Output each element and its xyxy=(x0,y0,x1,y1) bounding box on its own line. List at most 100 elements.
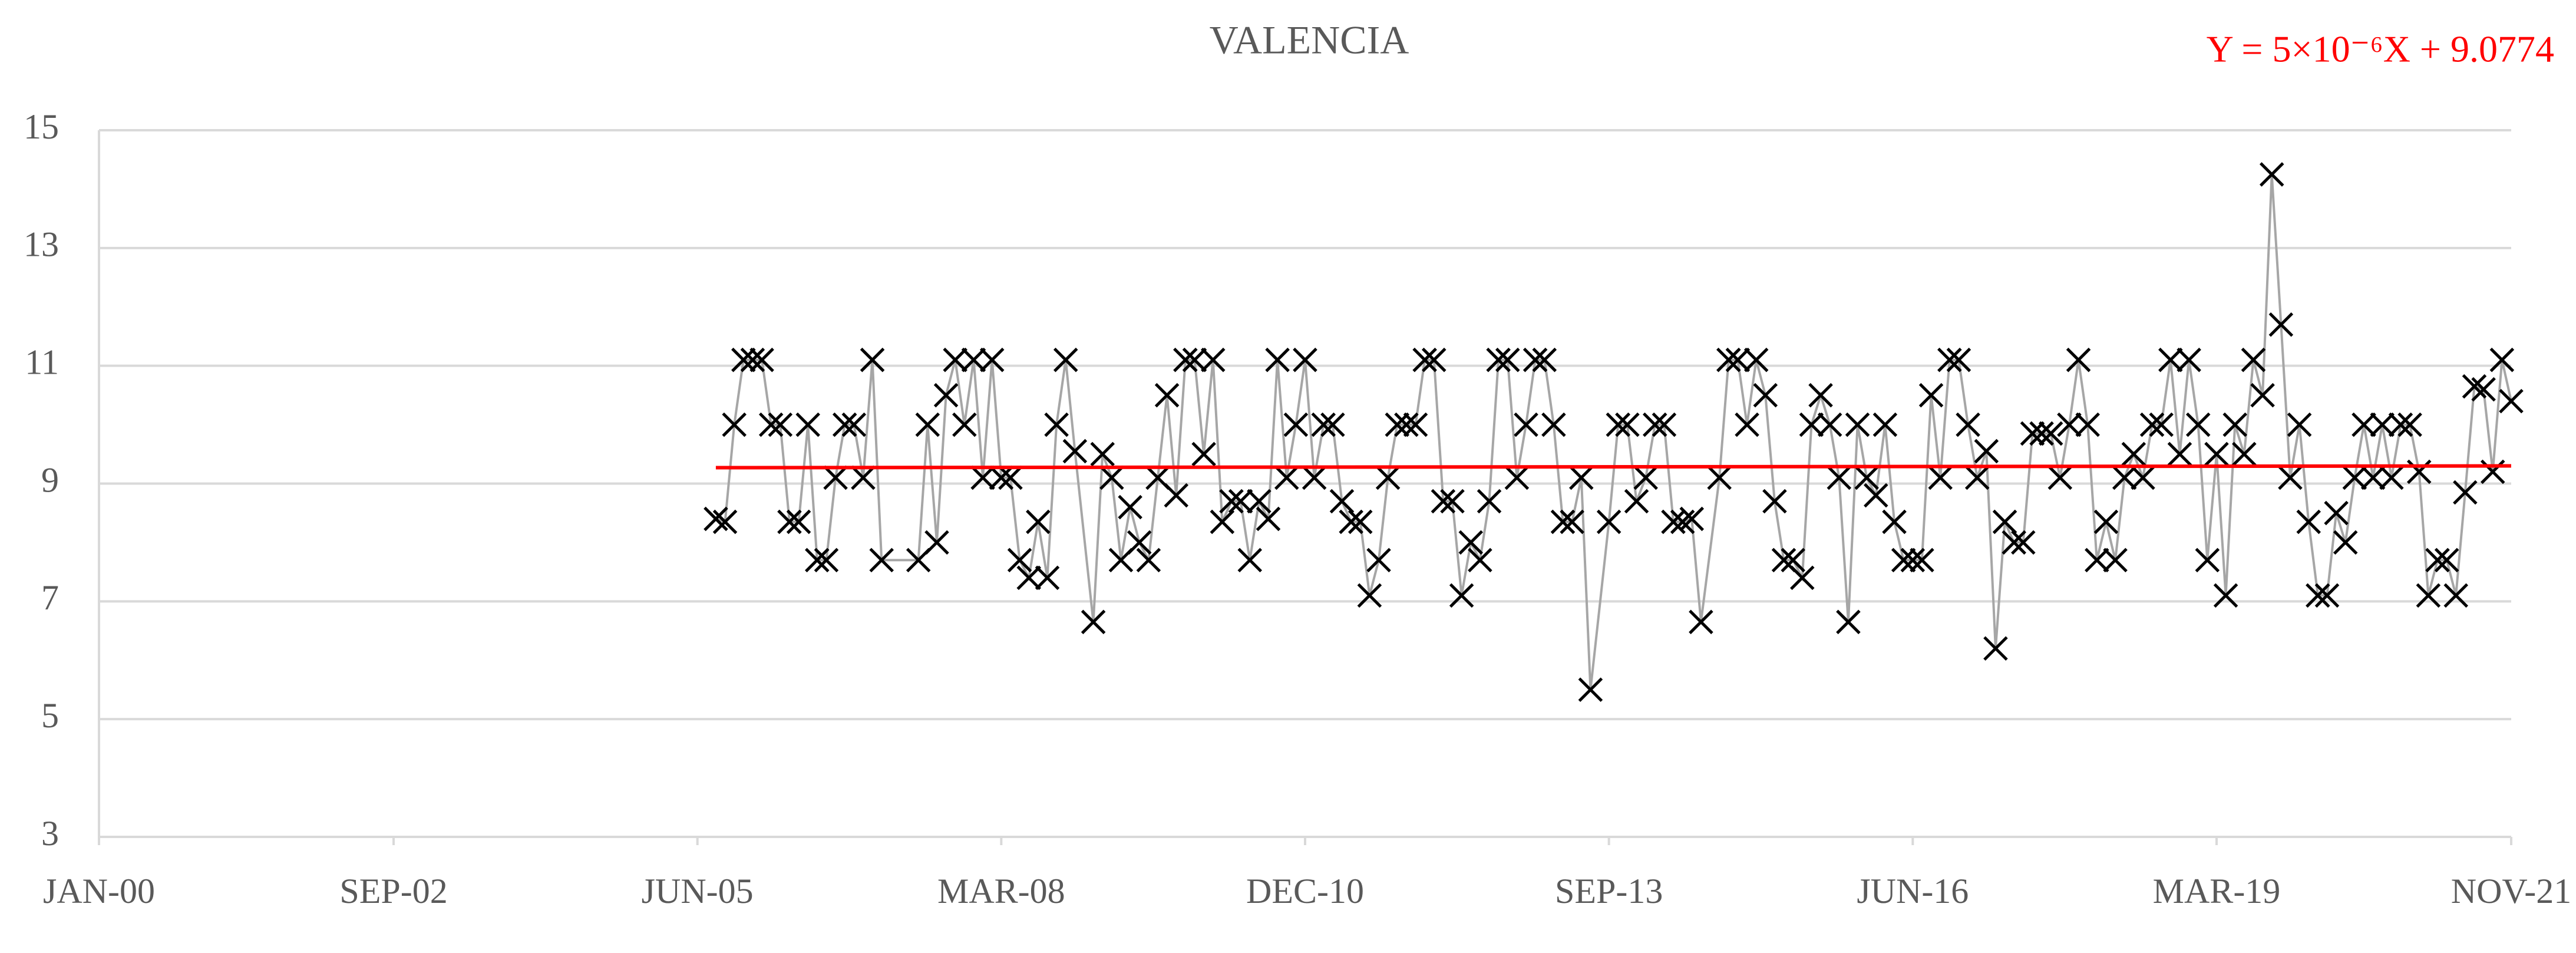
marker xyxy=(2177,347,2201,372)
marker xyxy=(2453,480,2478,505)
marker xyxy=(2471,377,2496,402)
marker xyxy=(2167,441,2192,467)
marker xyxy=(2306,583,2330,608)
marker xyxy=(1090,441,1115,467)
marker xyxy=(2038,421,2063,446)
x-tick-label: SEP-02 xyxy=(339,872,447,911)
marker xyxy=(1200,347,1226,372)
marker xyxy=(1624,489,1649,514)
marker xyxy=(943,347,967,372)
marker xyxy=(2232,441,2257,467)
marker xyxy=(1440,489,1465,514)
marker xyxy=(1928,465,1953,490)
y-tick-label: 9 xyxy=(41,460,59,499)
x-tick-label: NOV-21 xyxy=(2451,872,2571,911)
marker xyxy=(1164,483,1189,508)
marker xyxy=(1311,412,1336,437)
marker xyxy=(1900,548,1926,573)
marker xyxy=(2029,421,2054,446)
series-line xyxy=(715,174,2512,690)
marker xyxy=(1781,548,1805,573)
marker xyxy=(1983,636,2008,661)
marker xyxy=(1293,347,1317,372)
marker xyxy=(933,382,959,408)
marker xyxy=(2185,412,2211,437)
marker xyxy=(2416,583,2441,608)
marker xyxy=(704,506,728,532)
marker xyxy=(2241,347,2266,372)
marker xyxy=(1127,530,1152,555)
marker xyxy=(1864,483,1888,508)
marker xyxy=(979,347,1005,372)
marker xyxy=(1173,347,1198,372)
marker xyxy=(1026,509,1051,535)
chart-title: VALENCIA xyxy=(1210,18,1409,62)
marker xyxy=(2379,465,2404,490)
marker xyxy=(1937,347,1962,372)
marker xyxy=(1799,412,1824,437)
marker xyxy=(1468,548,1492,573)
marker xyxy=(712,509,738,535)
marker xyxy=(2075,412,2100,437)
marker xyxy=(823,465,848,490)
marker xyxy=(1882,509,1907,535)
marker xyxy=(1375,465,1401,490)
marker xyxy=(1081,609,1106,635)
marker xyxy=(961,347,986,372)
marker xyxy=(1956,412,1980,437)
marker xyxy=(1964,465,1990,490)
marker xyxy=(2397,412,2422,437)
marker xyxy=(2268,312,2294,337)
marker xyxy=(2066,347,2091,372)
marker xyxy=(915,412,940,437)
marker xyxy=(1182,347,1207,372)
marker xyxy=(1477,489,1502,514)
marker xyxy=(1523,347,1548,372)
marker xyxy=(2222,412,2247,437)
marker xyxy=(2425,548,2450,573)
marker xyxy=(2352,412,2376,437)
marker xyxy=(2057,412,2082,437)
marker xyxy=(2462,374,2487,399)
marker xyxy=(998,465,1023,490)
marker xyxy=(758,412,784,437)
marker xyxy=(952,412,977,437)
marker xyxy=(1421,347,1446,372)
marker xyxy=(2093,509,2119,535)
marker xyxy=(2333,530,2358,555)
marker xyxy=(2434,548,2459,573)
marker xyxy=(2204,441,2229,467)
marker xyxy=(1320,412,1345,437)
marker xyxy=(1274,465,1299,490)
marker xyxy=(2103,548,2128,573)
marker xyxy=(1403,412,1428,437)
marker xyxy=(2139,412,2165,437)
marker xyxy=(1836,609,1861,635)
marker xyxy=(2085,548,2109,573)
marker xyxy=(2149,412,2174,437)
marker xyxy=(1136,548,1161,573)
marker xyxy=(2278,465,2303,490)
x-tick-label: MAR-08 xyxy=(937,872,1065,911)
marker xyxy=(1946,347,1971,372)
marker xyxy=(1385,412,1410,437)
x-tick-label: DEC-10 xyxy=(1246,872,1364,911)
marker xyxy=(2342,465,2367,490)
marker xyxy=(768,412,793,437)
marker xyxy=(1753,382,1778,408)
y-tick-label: 11 xyxy=(25,342,59,381)
trend-line xyxy=(715,464,2512,470)
marker xyxy=(1679,506,1705,532)
marker xyxy=(1302,465,1327,490)
marker xyxy=(1817,412,1842,437)
marker xyxy=(1891,548,1916,573)
marker xyxy=(1007,548,1032,573)
marker xyxy=(1495,347,1520,372)
marker xyxy=(1992,509,2017,535)
marker xyxy=(1118,494,1142,520)
marker xyxy=(2259,162,2284,187)
marker xyxy=(832,412,857,437)
marker xyxy=(1044,412,1069,437)
marker xyxy=(869,548,894,573)
